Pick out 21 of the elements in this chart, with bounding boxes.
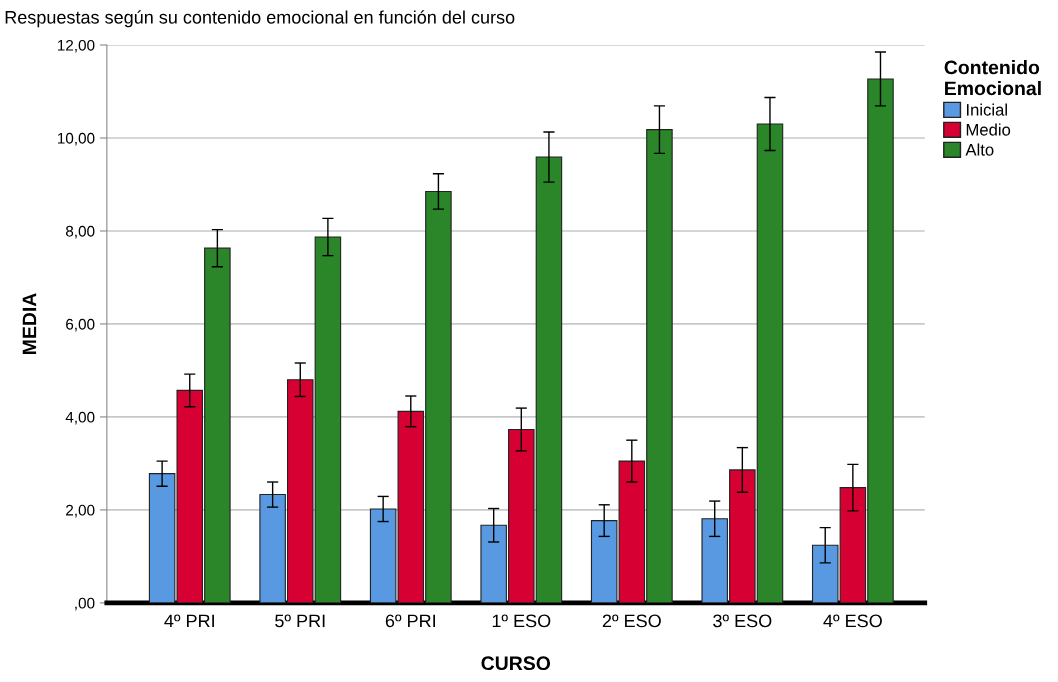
x-tick-label: 2º ESO — [602, 614, 661, 628]
y-tick-label: 4,00 — [65, 411, 95, 425]
x-tick-label: 6º PRI — [385, 614, 435, 628]
y-tick-label: ,00 — [75, 597, 95, 611]
legend-label: Inicial — [966, 103, 1007, 116]
x-tick-label: 1º ESO — [492, 614, 551, 628]
x-tick-label: 4º ESO — [823, 614, 882, 628]
x-tick-label: 5º PRI — [275, 614, 325, 628]
y-axis-title: MEDIA — [22, 293, 37, 354]
x-tick-label: 4º PRI — [164, 614, 214, 628]
legend-label: Medio — [966, 123, 1011, 136]
y-tick-label: 12,00 — [57, 39, 95, 53]
y-tick-label: 6,00 — [66, 318, 95, 332]
y-tick-label: 8,00 — [65, 225, 95, 239]
chart-title: Respuestas según su contenido emocional en función del curso — [5, 10, 515, 28]
x-tick-label: 3º ESO — [713, 614, 772, 628]
legend-title: Contenido Emocional — [944, 60, 1041, 96]
y-tick-label: 2,00 — [66, 504, 95, 518]
x-axis-title: CURSO — [481, 656, 551, 671]
legend-label: Alto — [965, 143, 994, 156]
y-tick-label: 10,00 — [57, 132, 95, 146]
